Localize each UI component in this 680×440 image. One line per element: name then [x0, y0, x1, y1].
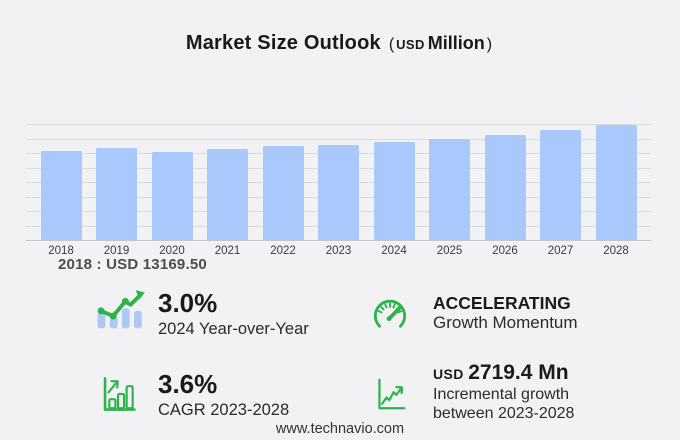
website-link[interactable]: www.technavio.com	[275, 421, 405, 437]
title-close-paren: )	[486, 36, 493, 53]
incremental-value: 2719.4 Mn	[468, 361, 569, 384]
x-axis-label-2021: 2021	[214, 245, 241, 257]
bar-series	[26, 124, 651, 240]
gridline	[26, 138, 651, 140]
x-axis-label-2023: 2023	[325, 245, 352, 257]
x-axis-label-2018: 2018	[48, 245, 74, 257]
bar-2020[interactable]	[151, 152, 193, 240]
title-currency: USD	[396, 37, 425, 52]
cagr-label: CAGR 2023-2028	[158, 401, 290, 419]
bar-2028[interactable]	[595, 125, 637, 240]
x-axis-label-2027: 2027	[547, 245, 574, 257]
bar-2023[interactable]	[318, 145, 359, 240]
gauge-icon	[369, 295, 411, 336]
x-axis-label-2025: 2025	[436, 245, 463, 257]
cagr-value: 3.6%	[158, 369, 218, 399]
chart-title: Market Size Outlook (USD Million)	[0, 32, 680, 55]
bar-2022[interactable]	[262, 146, 304, 240]
line-chart-arrow-icon	[375, 374, 407, 419]
bar-2024[interactable]	[373, 142, 415, 240]
bar-2021[interactable]	[207, 148, 248, 240]
yoy-value: 3.0%	[158, 288, 218, 318]
incremental-label-line1: Incremental growth	[433, 386, 570, 403]
yoy-label: 2024 Year-over-Year	[158, 320, 309, 338]
gridline	[26, 124, 651, 125]
bar-2026[interactable]	[484, 134, 526, 240]
title-unit: Million	[427, 33, 485, 53]
title-open-paren: (	[388, 36, 395, 53]
bar-2027[interactable]	[540, 130, 581, 240]
chart-tooltip: 2018 : USD 13169.50	[58, 256, 207, 273]
gridline	[26, 240, 651, 241]
momentum-label: Growth Momentum	[433, 313, 578, 332]
momentum-stat: ACCELERATING Growth Momentum	[433, 293, 578, 333]
x-axis-label-2026: 2026	[492, 245, 518, 257]
incremental-value-row: USD 2719.4 Mn	[433, 361, 574, 385]
incremental-label-line2: between 2023-2028	[433, 405, 575, 422]
title-text: Market Size Outlook	[185, 32, 381, 54]
x-axis-labels: 2018 2019 2020 2021 2022 2023 2024 2025 2026 2027…	[26, 245, 651, 257]
cagr-stat: 3.6% CAGR 2023-2028	[158, 370, 289, 420]
yoy-stat: 3.0% 2024 Year-over-Year	[158, 289, 309, 339]
momentum-value: ACCELERATING	[433, 293, 571, 313]
bar-chart-trend-up-icon	[95, 288, 147, 337]
x-axis-label-2024: 2024	[381, 245, 407, 257]
footer: www.technavio.com	[0, 420, 680, 438]
plot-area	[26, 124, 651, 241]
x-axis-label-2028: 2028	[603, 245, 629, 257]
x-axis-label-2019: 2019	[103, 245, 130, 257]
bar-2018[interactable]	[40, 151, 82, 240]
bar-2025[interactable]	[429, 138, 470, 240]
incremental-currency: USD	[433, 366, 464, 382]
x-axis-label-2022: 2022	[270, 245, 296, 257]
incremental-stat: USD 2719.4 Mn Incremental growth between…	[433, 361, 574, 423]
bar-2019[interactable]	[96, 148, 137, 240]
bar-chart-arrow-icon	[99, 374, 137, 419]
x-axis-label-2020: 2020	[159, 245, 185, 257]
